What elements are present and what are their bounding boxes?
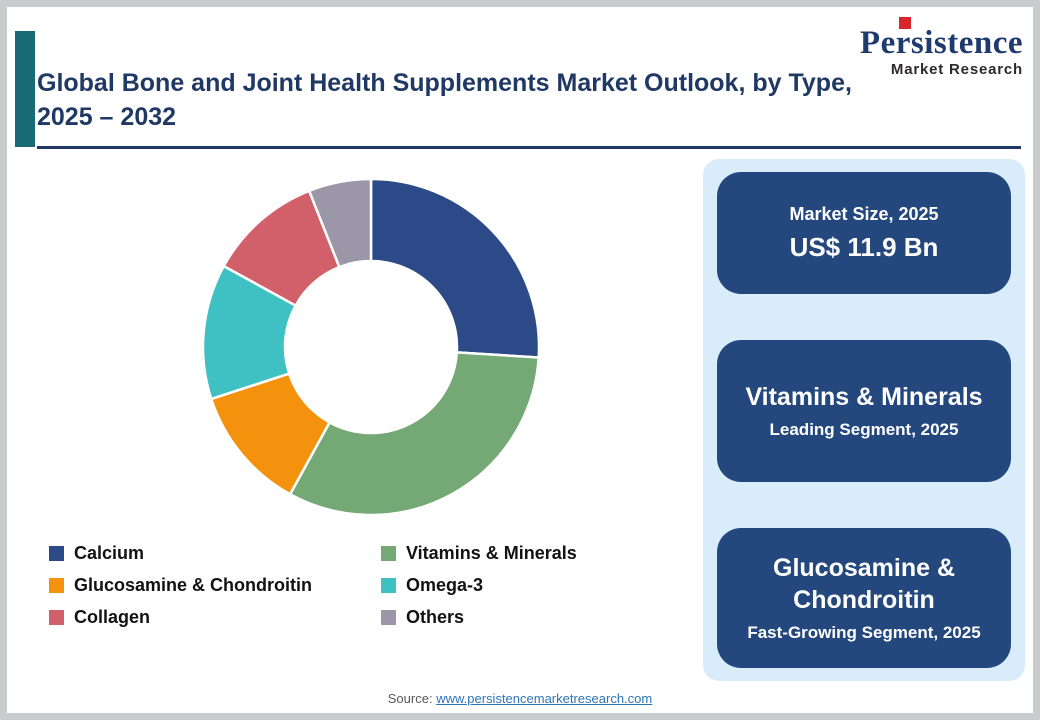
legend-swatch-collagen <box>49 609 64 625</box>
pmr-logo: Persistence Market Research <box>803 15 1023 78</box>
legend-label: Collagen <box>74 606 151 627</box>
legend-label: Calcium <box>74 542 145 563</box>
legend-label: Glucosamine & Chondroitin <box>74 574 313 595</box>
fast-growing-segment-title: Glucosamine & Chondroitin <box>773 554 955 614</box>
market-size-title: Market Size, 2025 <box>789 203 939 224</box>
legend-item-collagen: Collagen <box>49 607 381 627</box>
legend-item-omega-3: Omega-3 <box>381 575 577 595</box>
legend-item-calcium: Calcium <box>49 543 381 563</box>
source-link[interactable]: www.persistencemarketresearch.com <box>436 691 653 706</box>
leading-segment-card: Vitamins & Minerals Leading Segment, 202… <box>717 340 1011 482</box>
logo-name: Persistence <box>859 25 1023 61</box>
donut-chart <box>201 177 541 517</box>
market-size-card: Market Size, 2025 US$ 11.9 Bn <box>717 172 1011 294</box>
legend-swatch-others <box>381 609 396 625</box>
source-label: Source: <box>387 691 433 706</box>
highlights-panel: Market Size, 2025 US$ 11.9 Bn Vitamins &… <box>703 159 1025 681</box>
chart-legend: Calcium Vitamins & Minerals Glucosamine … <box>49 543 577 627</box>
leading-segment-subtitle: Leading Segment, 2025 <box>769 420 959 440</box>
page-title: Global Bone and Joint Health Supplements… <box>37 67 967 135</box>
donut-segment-calcium <box>369 177 541 359</box>
source-line: Source: www.persistencemarketresearch.co… <box>7 691 1033 706</box>
leading-segment-title: Vitamins & Minerals <box>745 382 983 411</box>
left-accent-bar <box>15 31 35 147</box>
legend-swatch-omega-3 <box>381 577 396 593</box>
fast-growing-segment-subtitle: Fast-Growing Segment, 2025 <box>747 622 981 642</box>
legend-label: Vitamins & Minerals <box>406 542 577 563</box>
logo-red-square-icon <box>899 17 911 29</box>
legend-swatch-vitamins-minerals <box>381 545 396 561</box>
legend-item-glucosamine-chondroitin: Glucosamine & Chondroitin <box>49 575 381 595</box>
title-underline <box>37 146 1021 149</box>
market-size-value: US$ 11.9 Bn <box>789 231 939 262</box>
donut-segment-vitamins-minerals <box>288 351 540 517</box>
legend-item-others: Others <box>381 607 577 627</box>
legend-swatch-calcium <box>49 545 64 561</box>
page-title-line2: 2025 – 2032 <box>37 102 177 131</box>
legend-label: Others <box>406 606 465 627</box>
logo-tagline: Market Research <box>890 61 1023 78</box>
donut-segment-others <box>307 177 373 269</box>
legend-item-vitamins-minerals: Vitamins & Minerals <box>381 543 577 563</box>
fast-growing-segment-card: Glucosamine & Chondroitin Fast-Growing S… <box>717 528 1011 668</box>
legend-label: Omega-3 <box>406 574 484 595</box>
legend-swatch-glucosamine-chondroitin <box>49 577 64 593</box>
page-title-line1: Global Bone and Joint Health Supplements… <box>37 69 852 97</box>
